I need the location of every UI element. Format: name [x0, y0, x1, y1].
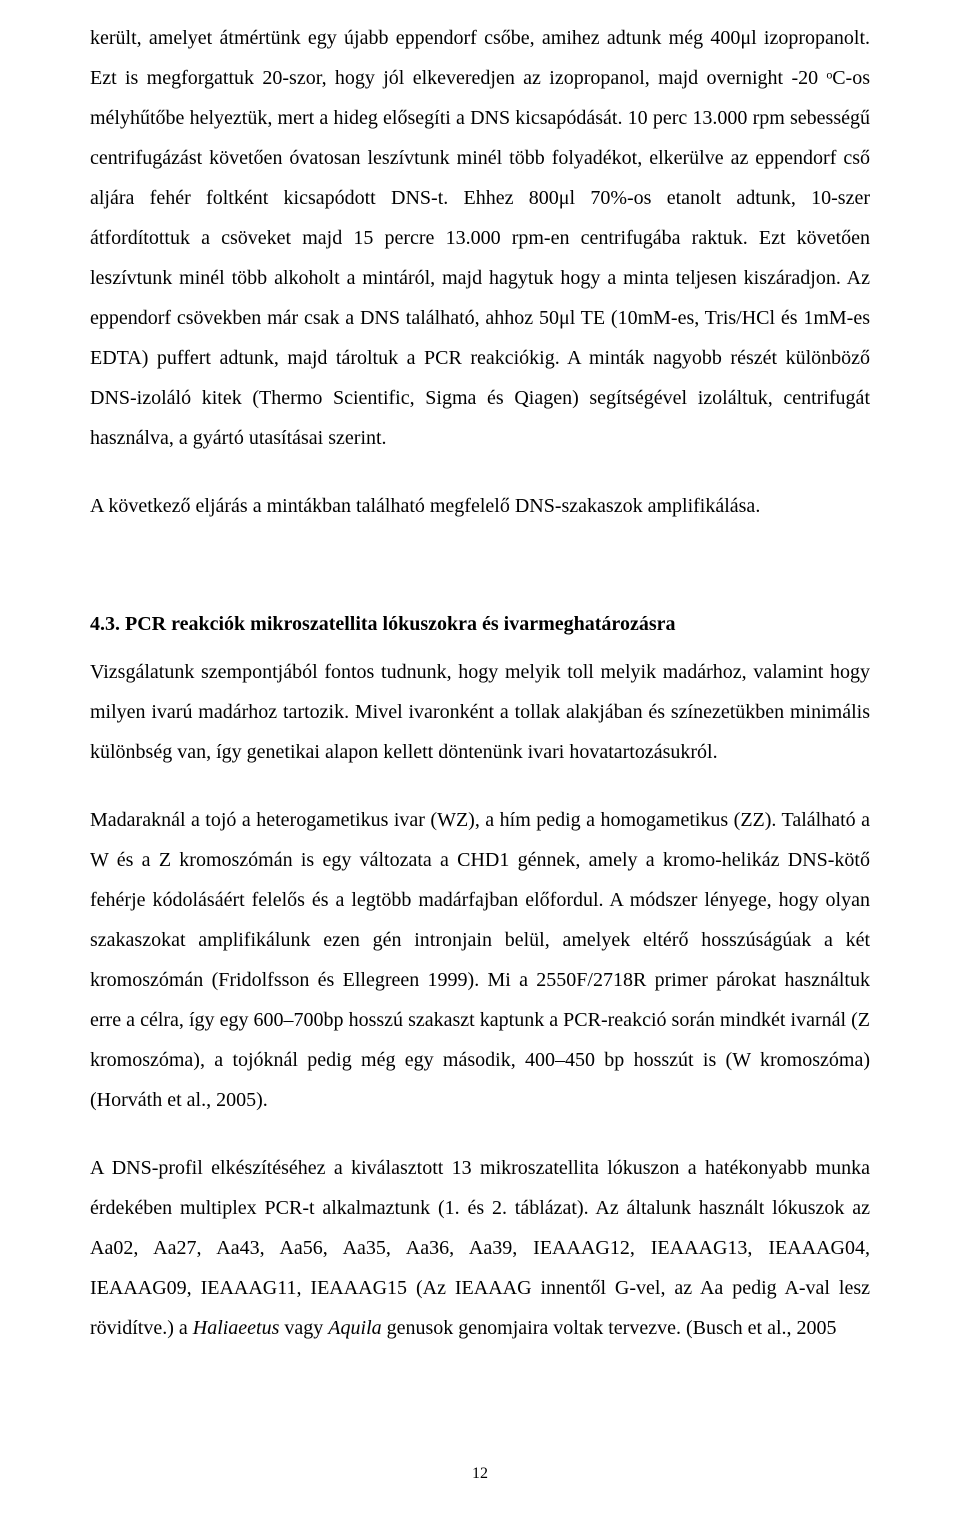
- page-number: 12: [0, 1465, 960, 1483]
- paragraph-5: A DNS-profil elkészítéséhez a kiválaszto…: [90, 1148, 870, 1348]
- paragraph-2: A következő eljárás a mintákban találhat…: [90, 486, 870, 526]
- section-heading: 4.3. PCR reakciók mikroszatellita lókusz…: [90, 604, 870, 644]
- page: került, amelyet átmértünk egy újabb eppe…: [0, 0, 960, 1515]
- paragraph-3: Vizsgálatunk szempontjából fontos tudnun…: [90, 652, 870, 772]
- paragraph-4: Madaraknál a tojó a heterogametikus ivar…: [90, 800, 870, 1120]
- paragraph-1: került, amelyet átmértünk egy újabb eppe…: [90, 18, 870, 458]
